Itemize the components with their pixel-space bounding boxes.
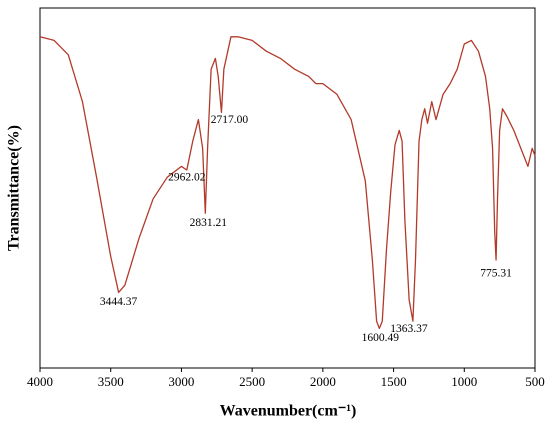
x-tick-label: 3000 <box>168 374 194 389</box>
x-tick-label: 1000 <box>451 374 477 389</box>
peak-label: 3444.37 <box>100 296 138 308</box>
x-tick-label: 2000 <box>310 374 336 389</box>
x-tick-label: 3500 <box>98 374 124 389</box>
x-tick-label: 500 <box>525 374 545 389</box>
y-axis-title: Transmittance(%) <box>6 125 23 251</box>
spectrum-line <box>39 36 536 330</box>
peak-label: 775.31 <box>480 268 512 280</box>
x-tick-label: 1500 <box>381 374 407 389</box>
peak-label: 1600.49 <box>362 332 400 344</box>
peak-label: 2831.21 <box>190 217 228 229</box>
peak-label: 2962.02 <box>168 172 206 184</box>
x-tick-label: 2500 <box>239 374 265 389</box>
plot-frame <box>39 7 536 369</box>
x-axis-title: Wavenumber(cm⁻¹) <box>220 403 357 420</box>
x-tick-label: 4000 <box>27 374 53 389</box>
peak-label: 2717.00 <box>211 114 249 126</box>
peak-label: 1363.37 <box>390 323 428 335</box>
